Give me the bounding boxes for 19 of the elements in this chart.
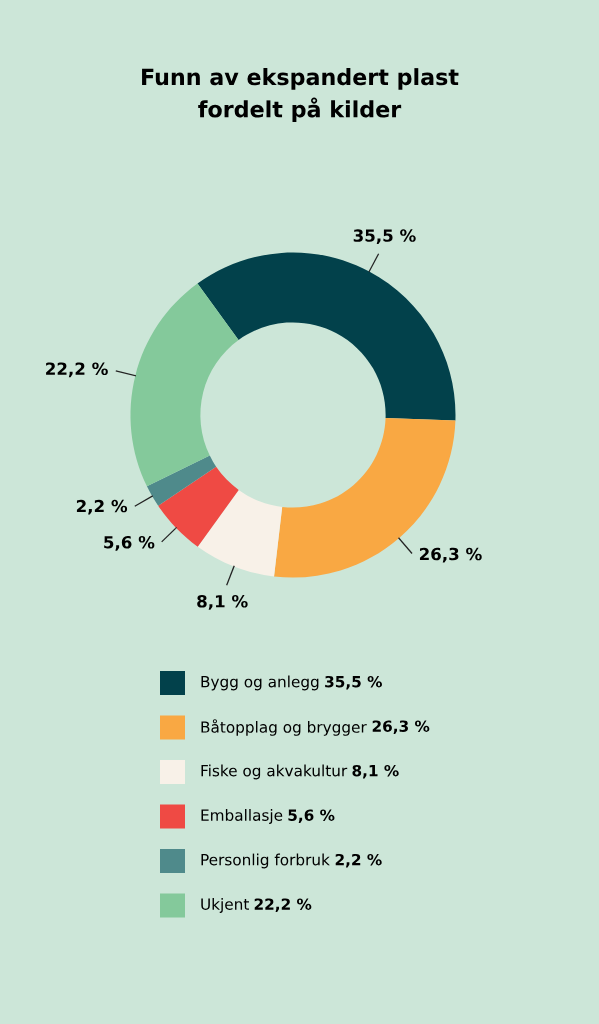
chart-title: Funn av ekspandert plast fordelt på kilder — [142, 68, 459, 122]
text: 35,5 % — [325, 675, 382, 690]
text: 22,2 % — [254, 898, 312, 912]
legend-label: Personlig forbruk — [201, 853, 330, 869]
data-label: 35,5 % — [353, 229, 416, 244]
legend-label: Ukjent — [201, 898, 249, 913]
data-label: 26,3 % — [419, 547, 482, 563]
text: 8,1 % — [352, 764, 399, 779]
legend-label: Fiske og akvakultur — [201, 764, 348, 780]
data-label: 8,1 % — [197, 594, 248, 610]
data-label: 22,2 % — [46, 362, 108, 378]
legend-label: Båtopplag og brygger — [201, 719, 367, 736]
legend-label: Bygg og anlegg — [201, 675, 319, 691]
text: 26,3 % — [372, 720, 430, 734]
text: 5,6 % — [288, 809, 335, 823]
text: 2,2 % — [335, 853, 382, 868]
legend-label: Emballasje — [201, 809, 283, 824]
data-label: 5,6 % — [104, 535, 155, 551]
data-label: 2,2 % — [76, 499, 128, 515]
